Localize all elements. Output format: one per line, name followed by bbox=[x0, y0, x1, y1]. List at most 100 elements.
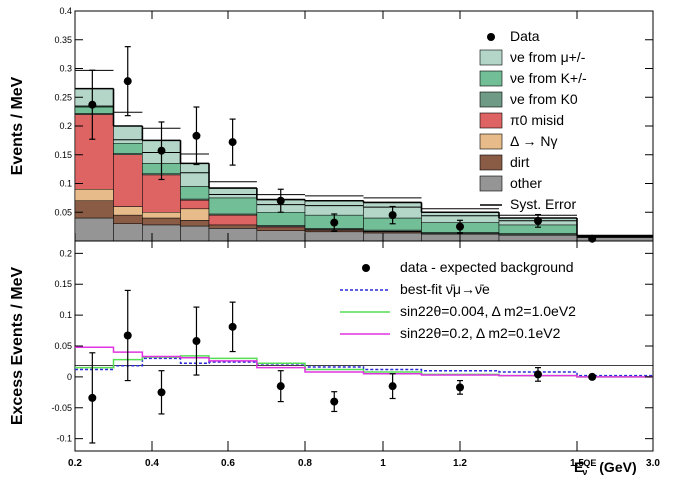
top-x-ticks bbox=[74, 11, 654, 241]
top-ytick-label-1: 0.1 bbox=[59, 179, 72, 189]
bar-other-0 bbox=[74, 217, 114, 242]
legend-label-2: νe from K+/- bbox=[510, 70, 587, 86]
bar-nue_mu-4 bbox=[208, 187, 258, 199]
top-ytick-label-4: 0.25 bbox=[54, 92, 72, 102]
legend-box-7 bbox=[479, 175, 503, 192]
bar-nue_mu-6 bbox=[304, 200, 364, 216]
bottom-y-axis-label: Excess Events / MeV bbox=[9, 267, 26, 426]
legend-box-4 bbox=[479, 112, 503, 129]
bot-point-6 bbox=[330, 397, 339, 406]
top-point-9 bbox=[534, 216, 542, 225]
bot-legend-label-3: sin22θ=0.2, Δ m2=0.1eV2 bbox=[400, 325, 561, 341]
bot-xtick-label-4: 1 bbox=[380, 458, 386, 469]
bot-point-10 bbox=[588, 372, 597, 381]
legend-label-1: νe from μ+/- bbox=[510, 49, 586, 65]
bot-xtick-label-6: 1.5 bbox=[570, 458, 584, 469]
legend-box-2 bbox=[479, 70, 503, 87]
top-point-0 bbox=[88, 100, 97, 109]
bot-point-8 bbox=[456, 383, 464, 392]
bot-ytick-label-1: -0.05 bbox=[51, 403, 72, 413]
legend-box-5 bbox=[479, 133, 503, 150]
top-point-6 bbox=[330, 218, 339, 227]
bot-point-5 bbox=[276, 382, 285, 391]
bot-ytick-label-3: 0.05 bbox=[54, 341, 72, 351]
bar-delta-3 bbox=[180, 208, 210, 221]
top-point-1 bbox=[123, 77, 132, 86]
bar-dirt-1 bbox=[113, 214, 143, 224]
bar-dirt-3 bbox=[180, 220, 210, 227]
bar-nue_mu-1 bbox=[113, 125, 143, 144]
bot-point-9 bbox=[534, 370, 542, 379]
legend-label-7: other bbox=[510, 175, 542, 191]
bot-legend-label-1: best-fit ν̄μ→ν̄e bbox=[400, 281, 490, 297]
bot-point-4 bbox=[228, 322, 237, 331]
top-point-8 bbox=[456, 222, 464, 231]
bar-dirt-0 bbox=[74, 200, 114, 219]
top-point-4 bbox=[228, 138, 237, 147]
legend-label-4: π0 misid bbox=[510, 112, 564, 128]
series-2 bbox=[75, 346, 653, 378]
legend-label-8: Syst. Error bbox=[510, 196, 576, 212]
bar-other-9 bbox=[498, 235, 578, 242]
top-point-7 bbox=[388, 211, 397, 220]
bot-xtick-label-7: 3.0 bbox=[646, 458, 660, 469]
bot-point-1 bbox=[123, 331, 132, 340]
bottom-x-ticks: 0.2 0.4 0.6 0.8 1 1.2 1.5 3.0 bbox=[68, 241, 660, 469]
top-ytick-label-7: 0.4 bbox=[59, 6, 72, 16]
bar-other-7 bbox=[363, 232, 422, 242]
top-point-5 bbox=[276, 196, 285, 205]
legend-box-6 bbox=[479, 154, 503, 171]
top-ytick-label-2: 0.15 bbox=[54, 150, 72, 160]
bar-nue_mu-3 bbox=[180, 163, 210, 187]
bot-point-2 bbox=[157, 388, 166, 397]
bot-xtick-label-5: 1.2 bbox=[453, 458, 467, 469]
x-axis-label: EQE ν (GeV) bbox=[574, 458, 637, 477]
bar-other-2 bbox=[142, 224, 181, 242]
bar-pi0-0 bbox=[74, 114, 114, 190]
bot-point-0 bbox=[88, 393, 97, 402]
bar-nue_K-5 bbox=[256, 212, 306, 226]
top-point-3 bbox=[192, 131, 201, 140]
bar-nue_K-4 bbox=[208, 197, 258, 215]
bot-ytick-label-5: 0.15 bbox=[54, 279, 72, 289]
bot-ytick-label-2: 0 bbox=[67, 372, 72, 382]
bar-nue_K-3 bbox=[180, 186, 210, 200]
legend-label-5: Δ → Nγ bbox=[510, 133, 557, 149]
bottom-data-points bbox=[88, 289, 597, 444]
top-ytick-label-5: 0.3 bbox=[59, 64, 72, 74]
bar-pi0-2 bbox=[142, 174, 181, 213]
bar-nue_K-1 bbox=[113, 143, 143, 154]
bot-legend-label-0: data - expected background bbox=[400, 259, 574, 275]
bottom-y-ticks: -0.1 -0.05 0 0.05 0.1 0.15 0.2 bbox=[51, 248, 653, 444]
bottom-panel: -0.1 -0.05 0 0.05 0.1 0.15 0.2 0.2 0.4 0.6 0.8 1 1.… bbox=[9, 240, 660, 477]
bar-delta-2 bbox=[142, 212, 181, 219]
bot-point-3 bbox=[192, 337, 201, 346]
bar-dirt-2 bbox=[142, 217, 181, 226]
bottom-series-lines bbox=[75, 346, 653, 378]
bot-xtick-label-0: 0.2 bbox=[68, 458, 82, 469]
bot-point-7 bbox=[388, 382, 397, 391]
bar-other-3 bbox=[180, 225, 210, 242]
legend-data-marker bbox=[487, 33, 495, 41]
bar-dirt-5 bbox=[256, 227, 306, 231]
bar-other-1 bbox=[113, 223, 143, 242]
top-ytick-label-6: 0.35 bbox=[54, 35, 72, 45]
bot-xtick-label-1: 0.4 bbox=[145, 458, 159, 469]
bot-legend-label-2: sin22θ=0.004, Δ m2=1.0eV2 bbox=[400, 303, 576, 319]
bot-ytick-label-6: 0.2 bbox=[59, 248, 72, 258]
bot-legend-marker bbox=[362, 264, 370, 272]
legend-label-0: Data bbox=[510, 28, 540, 44]
top-y-ticks: 0.05 0.1 0.15 0.2 0.25 0.3 0.35 0.4 bbox=[54, 6, 653, 217]
bar-other-4 bbox=[208, 228, 258, 242]
top-point-2 bbox=[157, 146, 166, 155]
legend-label-6: dirt bbox=[510, 154, 530, 170]
bot-ytick-label-4: 0.1 bbox=[59, 310, 72, 320]
top-data-points bbox=[88, 46, 597, 243]
bottom-legend: data - expected background best-fit ν̄μ→ν… bbox=[340, 259, 576, 341]
bot-xtick-label-2: 0.6 bbox=[221, 458, 235, 469]
top-panel: 0.05 0.1 0.15 0.2 0.25 0.3 0.35 0.4 Events / Me… bbox=[9, 6, 654, 243]
top-legend: Data νe from μ+/- νe from K+/- νe from K0 π0… bbox=[479, 28, 587, 212]
bot-xtick-label-3: 0.8 bbox=[298, 458, 312, 469]
top-ytick-label-3: 0.2 bbox=[59, 121, 72, 131]
